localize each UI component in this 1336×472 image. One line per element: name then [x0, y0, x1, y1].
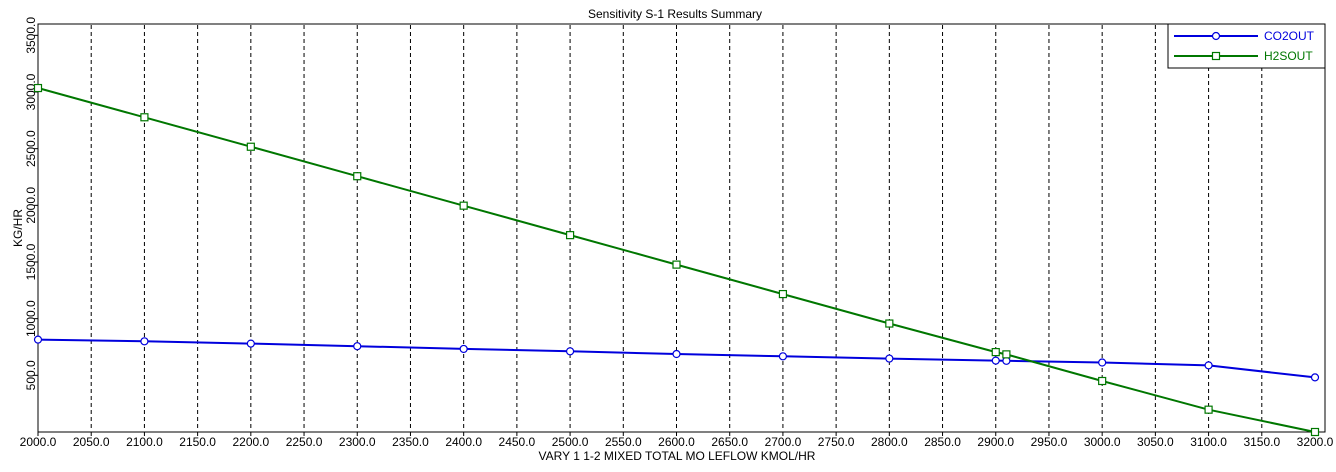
x-tick-label: 2650.0: [711, 435, 748, 449]
data-point-co2out: [353, 342, 362, 351]
data-point-h2sout: [353, 172, 362, 181]
data-point-h2sout: [1098, 376, 1107, 386]
x-tick-label: 2500.0: [552, 435, 589, 449]
x-tick-label: 2850.0: [924, 435, 961, 449]
data-point-h2sout: [33, 83, 43, 93]
data-point-h2sout: [246, 142, 255, 151]
y-axis-ticks: 500.0 1000.0 1500.0 2000.0 2500.0 3000.0 3500.…: [24, 17, 38, 390]
data-point-h2sout: [1204, 405, 1213, 414]
x-tick-label: 2950.0: [1031, 435, 1068, 449]
x-tick-label: 3200.0: [1297, 435, 1334, 449]
x-tick-label: 2250.0: [286, 435, 323, 449]
data-point-co2out: [1204, 361, 1213, 370]
data-point-co2out: [33, 335, 43, 344]
series-group: [33, 83, 1320, 437]
legend-box: [1167, 23, 1326, 69]
plot-area: [37, 23, 1326, 433]
data-point-co2out: [1310, 373, 1320, 382]
data-point-h2sout: [1002, 350, 1011, 359]
data-point-co2out: [991, 356, 1000, 365]
x-tick-label: 2450.0: [499, 435, 536, 449]
data-point-h2sout: [885, 319, 894, 328]
x-tick-label: 2550.0: [605, 435, 642, 449]
x-tick-label: 2900.0: [977, 435, 1014, 449]
y-tick-label: 3000.0: [24, 73, 38, 110]
legend-marker-h2sout: [1211, 51, 1221, 61]
data-point-co2out: [885, 354, 894, 363]
y-tick-label: 1000.0: [24, 300, 38, 337]
x-tick-label: 2750.0: [818, 435, 855, 449]
x-tick-label: 2600.0: [658, 435, 695, 449]
data-point-h2sout: [778, 289, 788, 299]
x-tick-label: 2200.0: [232, 435, 269, 449]
data-point-h2sout: [1310, 427, 1320, 437]
x-axis-ticks: 2000.0 2050.0 2100.0 2150.0 2200.0 2250.0 2300…: [20, 432, 1334, 449]
data-point-co2out: [246, 339, 255, 348]
series-line-co2out: [37, 338, 1316, 379]
y-tick-label: 2000.0: [24, 187, 38, 224]
data-point-co2out: [565, 347, 575, 356]
data-point-co2out: [1098, 358, 1107, 367]
x-tick-label: 2000.0: [20, 435, 57, 449]
x-tick-label: 2150.0: [179, 435, 216, 449]
series-line-h2sout: [37, 87, 1316, 433]
y-tick-label: 500.0: [24, 360, 38, 390]
chart-title: Sensitivity S-1 Results Summary: [588, 7, 762, 21]
data-point-h2sout: [565, 231, 575, 240]
legend-label-co2out: CO2OUT: [1264, 29, 1315, 43]
x-tick-label: 3050.0: [1137, 435, 1174, 449]
x-tick-label: 2100.0: [126, 435, 163, 449]
y-axis-label: KG/HR: [11, 209, 25, 247]
y-tick-label: 1500.0: [24, 243, 38, 280]
x-tick-label: 2350.0: [392, 435, 429, 449]
x-tick-label: 3100.0: [1190, 435, 1227, 449]
legend-marker-co2out: [1211, 31, 1221, 41]
x-tick-label: 2400.0: [445, 435, 482, 449]
y-tick-label: 3500.0: [24, 17, 38, 54]
data-point-co2out: [459, 344, 468, 354]
x-tick-label: 2800.0: [871, 435, 908, 449]
x-tick-label: 2700.0: [765, 435, 802, 449]
x-tick-label: 2050.0: [73, 435, 110, 449]
x-tick-label: 3150.0: [1243, 435, 1280, 449]
x-axis-label: VARY 1 1-2 MIXED TOTAL MO LEFLOW KMOL/HR: [539, 449, 816, 463]
data-point-h2sout: [991, 348, 1000, 357]
data-point-co2out: [672, 349, 681, 359]
data-point-h2sout: [459, 201, 468, 210]
data-point-h2sout: [140, 113, 149, 122]
x-tick-label: 2300.0: [339, 435, 376, 449]
x-tick-label: 3000.0: [1084, 435, 1121, 449]
data-point-co2out: [778, 352, 788, 361]
legend-label-h2sout: H2SOUT: [1264, 49, 1313, 63]
y-tick-label: 2500.0: [24, 130, 38, 167]
data-point-co2out: [140, 337, 149, 346]
legend: CO2OUT H2SOUT: [1167, 23, 1326, 69]
data-point-h2sout: [672, 260, 681, 269]
